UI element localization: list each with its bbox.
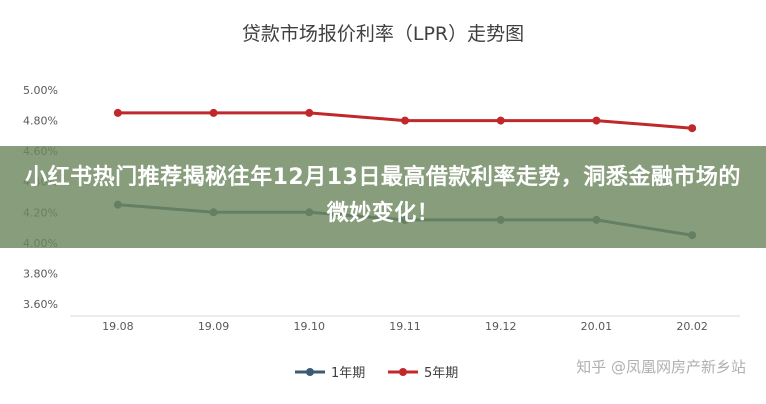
x-axis: 19.08 19.09 19.10 19.11 19.12 20.01 20.02 [70,315,740,333]
y-tick-label: 3.60% [23,298,58,311]
x-tick-label: 19.11 [389,320,421,333]
legend-label: 5年期 [424,366,458,381]
data-point [305,108,314,117]
data-point [592,116,601,125]
y-tick-label: 3.80% [23,267,58,280]
headline-text: 小红书热门推荐揭秘往年12月13日最高借款利率走势，洞悉金融市场的微妙变化！ [25,165,741,226]
data-point [496,116,505,125]
legend-swatch-marker [306,368,314,376]
x-tick-label: 20.01 [581,320,613,333]
legend: 1年期 5年期 [295,366,458,381]
data-point [401,116,409,125]
data-point [209,108,218,117]
x-tick-label: 19.08 [102,320,134,333]
y-tick-label: 5.00% [23,84,58,97]
watermark: 知乎 @凤凰网房产新乡站 [576,358,746,376]
legend-label: 1年期 [331,366,365,381]
x-tick-label: 19.10 [294,320,326,333]
x-tick-label: 19.12 [485,320,517,333]
y-tick-label: 4.80% [23,115,58,128]
legend-swatch-marker [399,368,407,376]
x-tick-label: 19.09 [198,320,230,333]
data-point [113,108,122,117]
headline-banner: 小红书热门推荐揭秘往年12月13日最高借款利率走势，洞悉金融市场的微妙变化！ [0,146,766,248]
x-tick-label: 20.02 [676,320,708,333]
data-point [688,124,697,133]
chart-title: 贷款市场报价利率（LPR）走势图 [242,23,524,45]
